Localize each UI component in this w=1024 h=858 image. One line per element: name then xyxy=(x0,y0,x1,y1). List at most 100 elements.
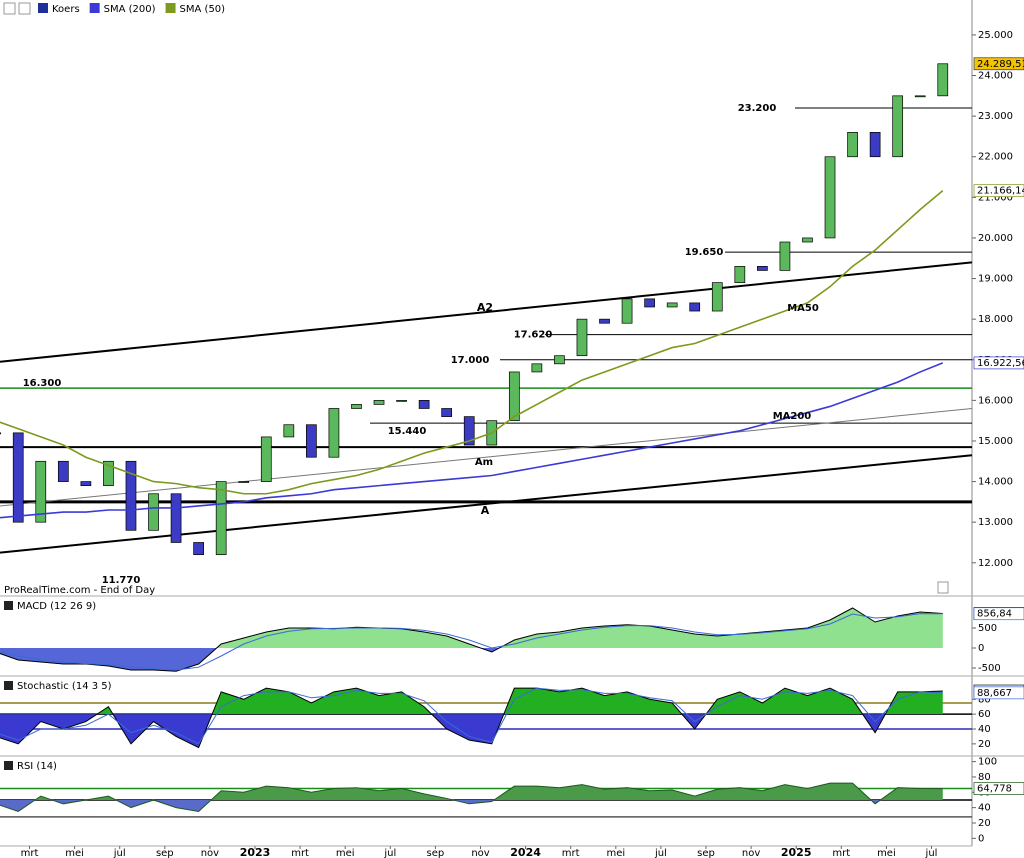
y-tick-label: 23.000 xyxy=(978,111,1013,122)
panel-icon xyxy=(4,601,13,610)
panel xyxy=(0,687,972,749)
annotation: MA50 xyxy=(787,303,819,314)
series-line xyxy=(0,189,944,495)
y-tick-label: 20.000 xyxy=(978,233,1013,244)
candle xyxy=(260,436,272,482)
candle xyxy=(283,424,295,438)
y-tick-label: 20 xyxy=(978,739,991,750)
candle xyxy=(215,481,227,556)
y-tick-label: 24.000 xyxy=(978,71,1013,82)
candle xyxy=(12,432,24,523)
candle xyxy=(328,408,340,458)
candle xyxy=(689,302,701,312)
legend-swatch xyxy=(165,3,176,13)
x-tick-label: jul xyxy=(925,848,938,858)
source-label: ProRealTime.com - End of Day xyxy=(4,585,155,596)
y-tick-label: 60 xyxy=(978,709,991,720)
trendline xyxy=(0,407,972,507)
x-tick-label: nov xyxy=(471,848,489,858)
x-tick-label: jul xyxy=(654,848,667,858)
y-tick-label: 0 xyxy=(978,643,984,654)
x-tick-label: mei xyxy=(336,848,355,858)
y-tick-label: 0 xyxy=(978,833,984,844)
candle xyxy=(937,63,949,97)
y-tick-label: 22.000 xyxy=(978,152,1013,163)
last-value-label: 16.922,56 xyxy=(977,358,1024,369)
candle xyxy=(441,408,453,417)
indicator-fill xyxy=(0,608,943,648)
last-value-label: 88,667 xyxy=(977,688,1012,699)
x-tick-label: mei xyxy=(606,848,625,858)
last-value-label: 24.289,51 xyxy=(977,59,1024,70)
legend-label: SMA (50) xyxy=(180,4,226,15)
last-value-box xyxy=(973,184,1024,197)
info-icon[interactable] xyxy=(937,581,949,594)
candle xyxy=(80,481,92,486)
candle xyxy=(373,400,385,405)
candle xyxy=(531,363,543,373)
candle xyxy=(779,241,791,271)
panel-title: Stochastic (14 3 5) xyxy=(17,681,112,692)
y-tick-label: 18.000 xyxy=(978,314,1013,325)
panel-title: RSI (14) xyxy=(17,761,57,772)
panel-icon xyxy=(4,681,13,690)
y-tick-label: 14.000 xyxy=(978,477,1013,488)
x-tick-label: mrt xyxy=(291,848,309,858)
toolbar-icon[interactable] xyxy=(18,2,31,15)
candle xyxy=(306,424,317,458)
candle xyxy=(892,95,904,158)
candle xyxy=(351,404,362,409)
last-value-box xyxy=(973,782,1024,795)
x-tick-label: 2025 xyxy=(781,846,812,858)
level-label: 16.300 xyxy=(23,378,62,389)
trendline xyxy=(0,261,972,363)
legend-swatch xyxy=(38,3,48,13)
panel-title: MACD (12 26 9) xyxy=(17,601,96,612)
y-tick-label: 25.000 xyxy=(978,30,1013,41)
x-tick-label: mei xyxy=(65,848,84,858)
y-tick-label: 20 xyxy=(978,818,991,829)
series-line xyxy=(0,362,944,519)
y-tick-label: 40 xyxy=(978,724,991,735)
x-tick-label: mrt xyxy=(832,848,850,858)
trendline xyxy=(0,454,972,554)
last-value-label: 64,778 xyxy=(977,784,1012,795)
level-label: 15.440 xyxy=(388,426,427,437)
candle xyxy=(170,493,182,543)
x-tick-label: sep xyxy=(697,848,715,858)
candle xyxy=(757,266,768,271)
candle xyxy=(125,460,137,531)
series-line xyxy=(0,607,943,672)
level-label: 17.620 xyxy=(514,330,553,341)
x-tick-label: 2023 xyxy=(240,846,271,858)
last-value-box xyxy=(973,57,1024,71)
candle xyxy=(869,132,881,158)
annotation: Am xyxy=(475,457,493,468)
x-tick-label: mei xyxy=(877,848,896,858)
candle xyxy=(0,432,2,435)
series-line xyxy=(0,613,943,671)
y-tick-label: -500 xyxy=(978,663,1001,674)
candle xyxy=(103,460,114,486)
y-tick-label: 21.000 xyxy=(978,192,1013,203)
toolbar-icon[interactable] xyxy=(3,2,16,15)
last-value-label: 21.166,14 xyxy=(977,186,1024,197)
candle xyxy=(802,237,813,243)
last-value-box xyxy=(973,686,1024,700)
candle xyxy=(621,298,633,324)
candle xyxy=(193,542,204,556)
candle xyxy=(734,266,746,283)
indicator-fill xyxy=(0,714,943,748)
y-tick-label: 80 xyxy=(978,694,991,705)
candle xyxy=(711,282,723,312)
x-tick-label: sep xyxy=(427,848,445,858)
x-tick-label: mrt xyxy=(21,848,39,858)
candle xyxy=(914,95,926,98)
panel xyxy=(0,607,943,672)
series-line xyxy=(0,687,943,749)
level-label: 23.200 xyxy=(738,103,777,114)
annotation: MA200 xyxy=(773,411,812,422)
low-label: 11.770 xyxy=(102,575,141,586)
